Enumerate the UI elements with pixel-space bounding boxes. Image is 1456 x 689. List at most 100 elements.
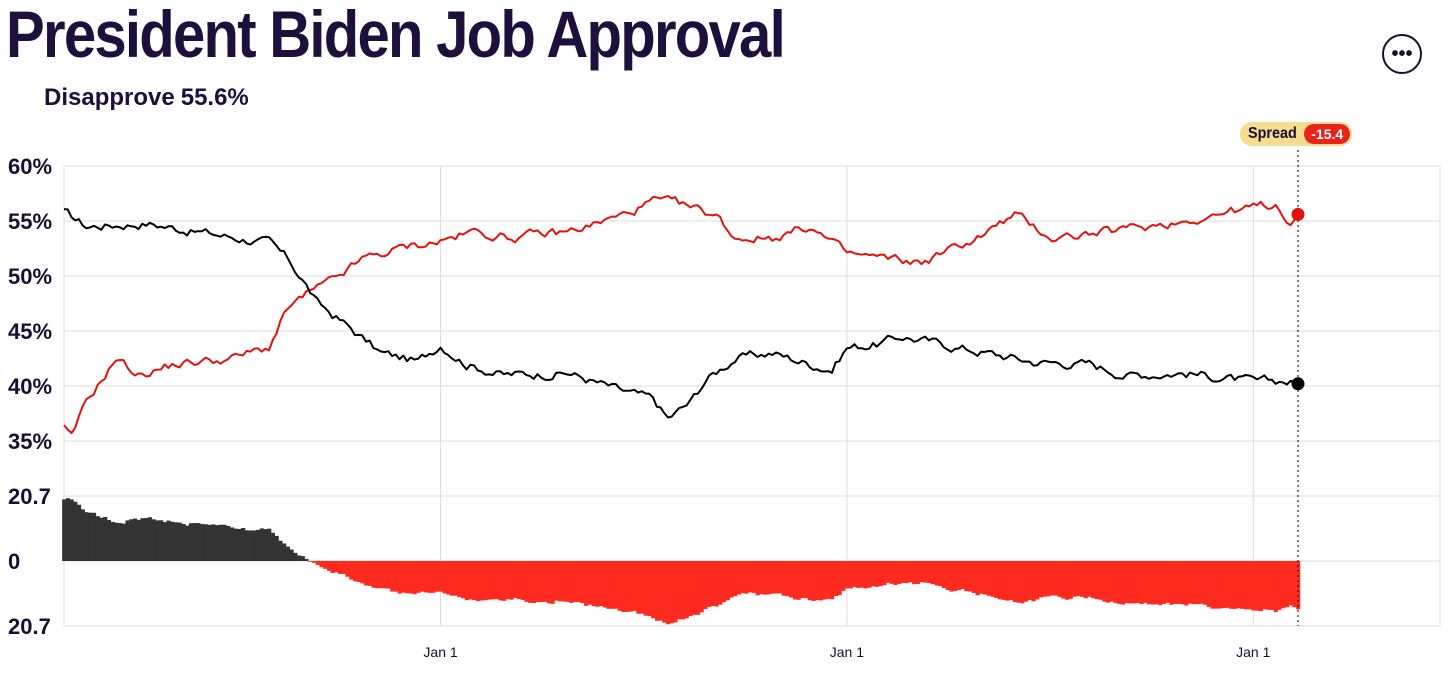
spread-bar — [1023, 561, 1029, 602]
spread-tick-label: 20.7 — [8, 614, 51, 639]
spread-bar — [845, 561, 850, 589]
spread-bar — [412, 561, 417, 595]
spread-bar — [367, 561, 372, 586]
disapprove-endpoint — [1291, 207, 1305, 221]
spread-bar — [1143, 561, 1148, 603]
spread-bar — [535, 561, 540, 603]
spread-bar — [270, 532, 276, 561]
spread-bar — [252, 530, 257, 561]
spread-bar — [941, 561, 947, 589]
spread-bar — [431, 561, 436, 593]
spread-bar — [539, 561, 544, 603]
spread-bar — [882, 561, 887, 586]
spread-bar — [1202, 561, 1208, 605]
spread-bar — [255, 529, 261, 561]
spread-bar — [229, 527, 235, 561]
spread-bar — [211, 524, 216, 561]
spread-bar — [1117, 561, 1122, 604]
spread-bar — [1206, 561, 1211, 607]
spread-bar — [625, 561, 630, 612]
spread-bar — [144, 518, 149, 561]
spread-bar — [106, 520, 112, 561]
spread-bar — [688, 561, 693, 616]
spread-bar — [1210, 561, 1215, 609]
spread-bar — [1124, 561, 1129, 604]
spread-bar — [315, 561, 320, 565]
spread-bar — [196, 523, 201, 561]
spread-bar — [874, 561, 879, 587]
spread-bar — [718, 561, 723, 605]
spread-bar — [472, 561, 477, 601]
spread-bar — [822, 561, 827, 600]
spread-bar — [1128, 561, 1133, 604]
spread-bar — [345, 561, 350, 577]
spread-bar — [1113, 561, 1118, 603]
spread-bar — [815, 561, 820, 601]
spread-bar — [1173, 561, 1178, 604]
spread-bar — [490, 561, 495, 600]
spread-bars — [62, 498, 1301, 625]
spread-bar — [1150, 561, 1155, 605]
spread-bar — [356, 561, 361, 582]
spread-bar — [669, 561, 674, 624]
spread-bar — [1281, 561, 1286, 609]
spread-bar — [703, 561, 708, 609]
spread-bar — [1016, 561, 1021, 603]
spread-bar — [1087, 561, 1092, 597]
more-options-button[interactable]: ••• — [1382, 34, 1422, 74]
spread-bar — [915, 561, 920, 584]
spread-bar — [807, 561, 812, 601]
spread-bar — [543, 561, 548, 602]
spread-bar — [88, 512, 93, 561]
spread-bar — [248, 530, 253, 561]
spread-bar — [1184, 561, 1189, 606]
spread-bar — [617, 561, 622, 611]
spread-bar — [591, 561, 596, 607]
spread-bar — [1020, 561, 1025, 604]
spread-bar — [1243, 561, 1249, 610]
spread-bar — [1161, 561, 1167, 604]
spread-bar — [289, 549, 294, 561]
spread-bar — [1079, 561, 1085, 597]
spread-bar — [390, 561, 395, 592]
spread-bar — [438, 561, 443, 592]
spread-bar — [487, 561, 492, 600]
spread-bar — [1255, 561, 1260, 611]
spread-bar — [203, 524, 208, 561]
spread-bar — [1169, 561, 1174, 605]
y-tick-label: 40% — [8, 374, 52, 399]
spread-bar — [397, 561, 402, 594]
spread-bar — [1229, 561, 1234, 609]
spread-bar — [557, 561, 563, 602]
spread-bar — [908, 561, 913, 583]
spread-bar — [62, 499, 67, 561]
spread-bar — [132, 518, 138, 561]
spread-bar — [1068, 561, 1073, 599]
spread-bar — [103, 516, 108, 561]
spread-bar — [285, 546, 290, 561]
spread-bar — [576, 561, 581, 603]
spread-bar — [759, 561, 764, 595]
spread-bar — [1109, 561, 1114, 602]
spread-bar — [516, 561, 522, 600]
spread-bar — [434, 561, 440, 592]
spread-bar — [792, 561, 797, 600]
spread-tick-label: 0 — [8, 549, 20, 574]
spread-bar — [859, 561, 865, 588]
spread-bar — [520, 561, 525, 600]
series-lines — [63, 195, 1299, 434]
spread-bar — [99, 517, 104, 561]
spread-bar — [1064, 561, 1070, 600]
spread-bar — [699, 561, 704, 613]
spread-label: Spread — [1248, 125, 1297, 142]
spread-bar — [740, 561, 745, 594]
approve-line — [63, 208, 1299, 419]
spread-bar — [1221, 561, 1226, 609]
spread-bar — [241, 528, 246, 561]
spread-bar — [483, 561, 488, 601]
spread-bar — [1236, 561, 1241, 609]
spread-bar — [118, 523, 123, 561]
spread-bar — [871, 561, 876, 587]
spread-bar — [1042, 561, 1047, 597]
